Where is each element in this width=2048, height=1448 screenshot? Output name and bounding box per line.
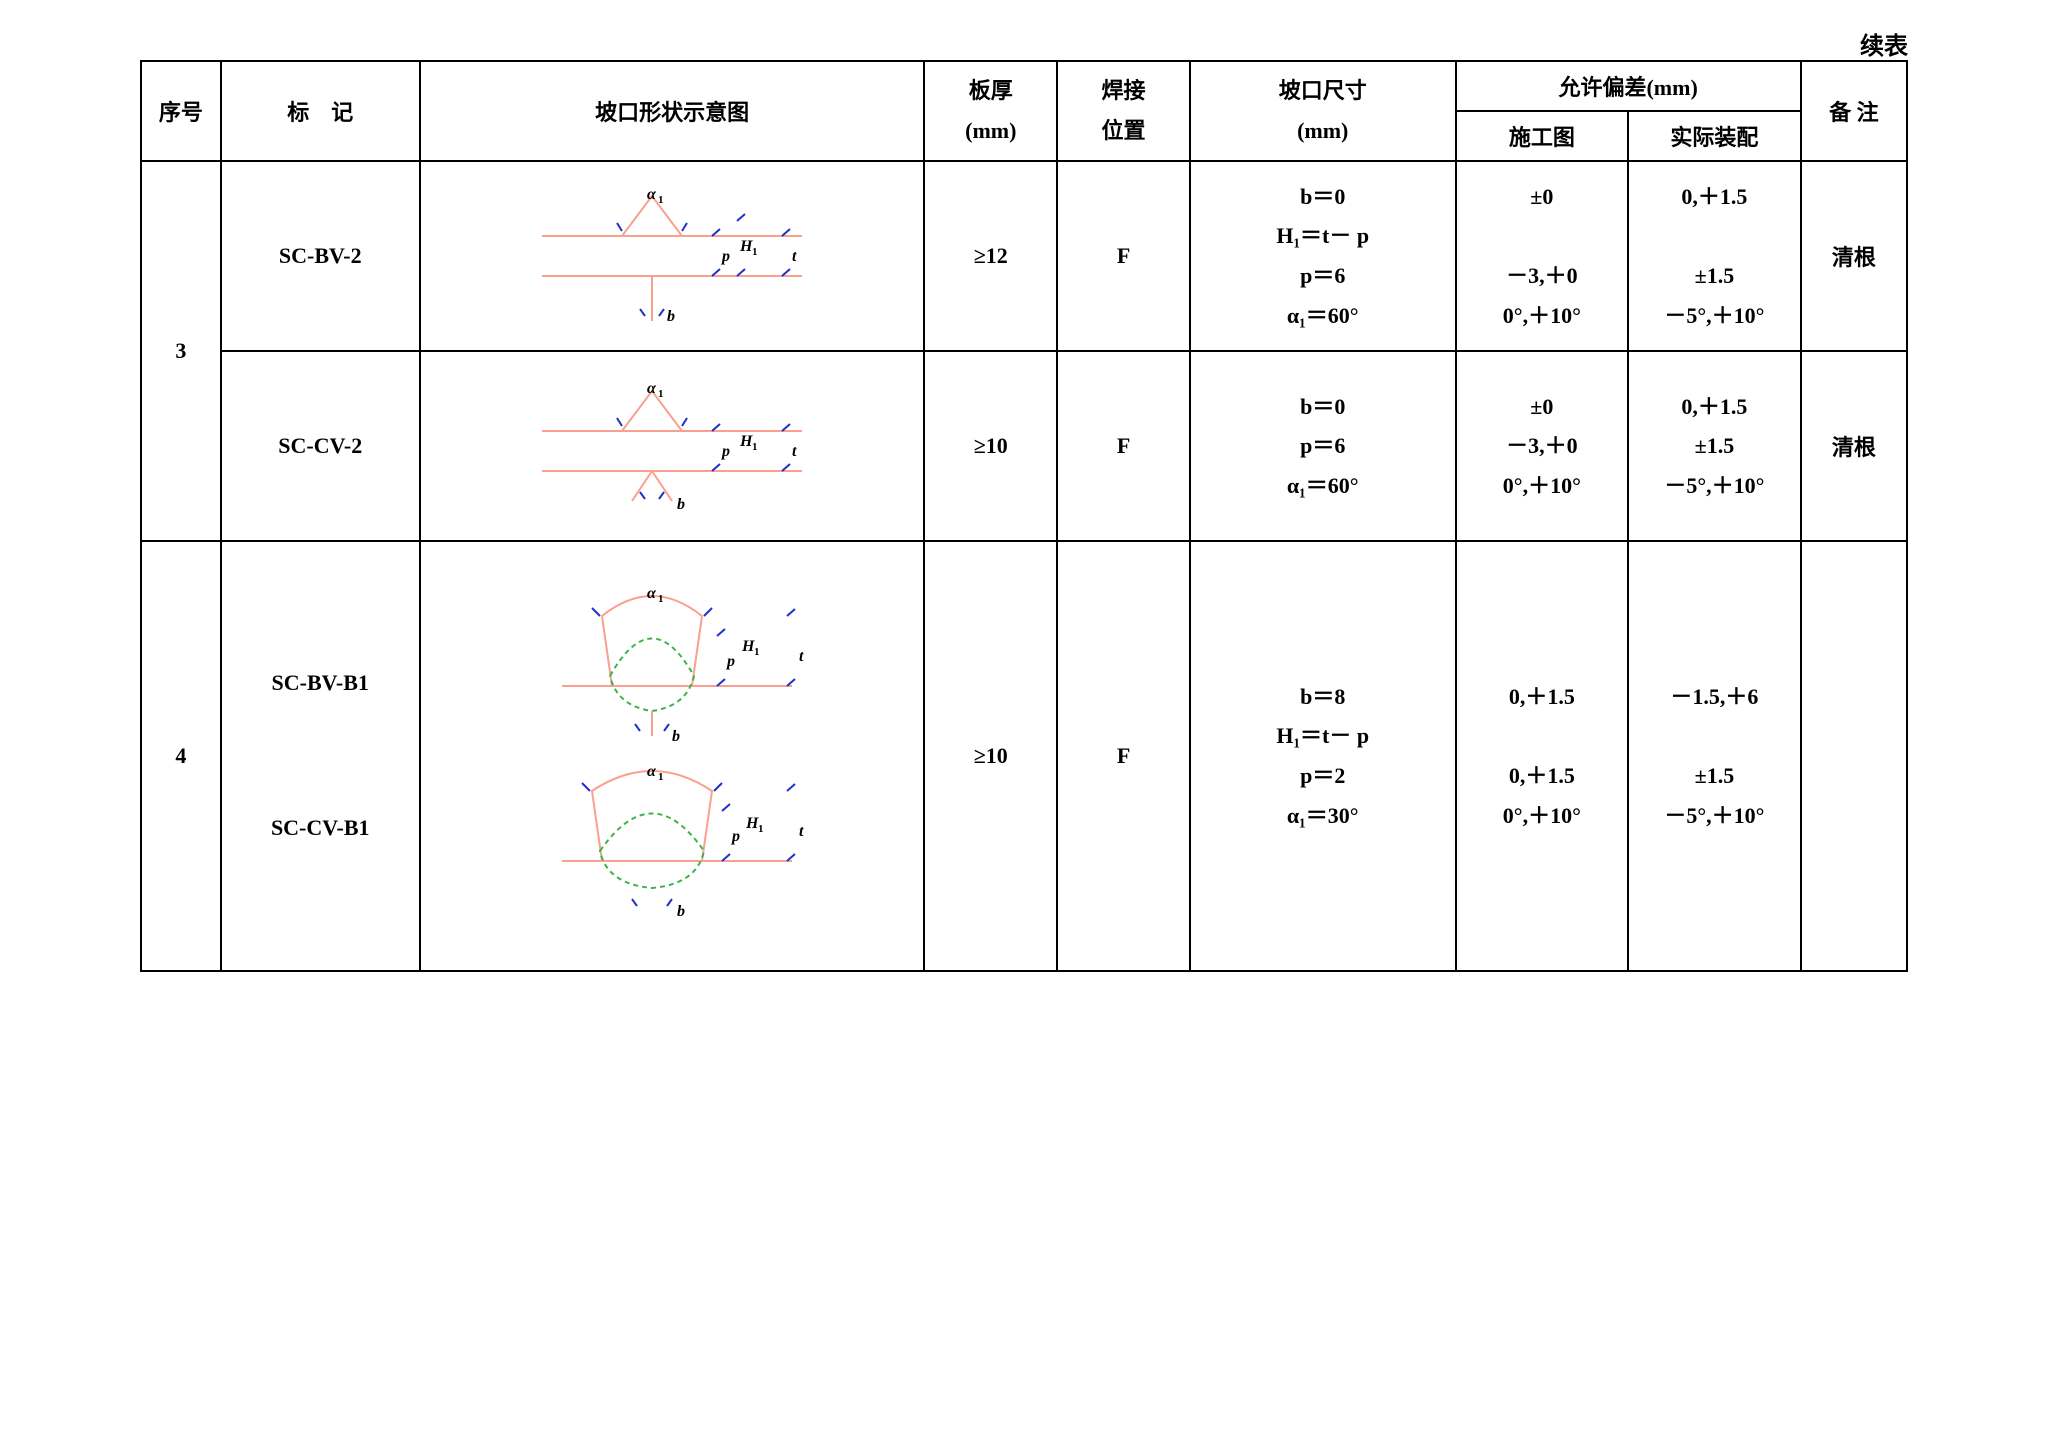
thickness-cell: ≥10 — [924, 351, 1057, 541]
size-cell: b＝0H₁＝t－ pp＝6α₁＝60° — [1190, 161, 1456, 351]
col-tolerance: 允许偏差(mm) — [1456, 61, 1801, 111]
svg-text:1: 1 — [658, 194, 664, 206]
svg-text:1: 1 — [758, 823, 764, 835]
svg-text:b: b — [677, 903, 685, 920]
col-mark: 标 记 — [221, 61, 420, 161]
svg-text:1: 1 — [752, 441, 758, 453]
svg-text:α: α — [647, 380, 657, 397]
col-tol-actual: 实际装配 — [1628, 111, 1801, 161]
size-cell: b＝8H₁＝t－ pp＝2α₁＝30° — [1190, 541, 1456, 971]
pos-cell: F — [1057, 541, 1190, 971]
groove-diagram: α1 p H1 t b — [502, 181, 842, 331]
groove-diagram-upper: α1 p H1 t b — [502, 576, 842, 756]
tol-plan-cell: 0,＋1.5 0,＋1.50°,＋10° — [1456, 541, 1629, 971]
tol-actual-cell: －1.5,＋6 ±1.5－5°,＋10° — [1628, 541, 1801, 971]
mark-cell: SC-CV-2 — [221, 351, 420, 541]
svg-text:t: t — [799, 648, 804, 665]
table-row: SC-CV-2 α1 p H1 t b — [141, 351, 1907, 541]
svg-text:α: α — [647, 763, 657, 780]
col-weldpos: 焊接位置 — [1057, 61, 1190, 161]
seq-cell: 3 — [141, 161, 221, 541]
mark-cell: SC-BV-B1 SC-CV-B1 — [221, 541, 420, 971]
tol-plan-cell: ±0 －3,＋00°,＋10° — [1456, 161, 1629, 351]
diagram-cell: α1 p H1 t b — [420, 161, 925, 351]
thickness-cell: ≥10 — [924, 541, 1057, 971]
svg-text:1: 1 — [754, 646, 760, 658]
table-row: 4 SC-BV-B1 SC-CV-B1 α1 p H1 — [141, 541, 1907, 971]
svg-text:H: H — [739, 238, 753, 255]
diagram-cell: α1 p H1 t b α1 — [420, 541, 925, 971]
svg-text:t: t — [792, 248, 797, 265]
svg-text:H: H — [745, 815, 759, 832]
groove-spec-table: 序号 标 记 坡口形状示意图 板厚(mm) 焊接位置 坡口尺寸(mm) 允许偏差… — [140, 60, 1908, 972]
svg-text:1: 1 — [752, 246, 758, 258]
svg-text:p: p — [725, 653, 735, 670]
pos-cell: F — [1057, 161, 1190, 351]
svg-text:1: 1 — [658, 388, 664, 400]
svg-text:b: b — [667, 308, 675, 325]
thickness-cell: ≥12 — [924, 161, 1057, 351]
col-seq: 序号 — [141, 61, 221, 161]
col-thickness: 板厚(mm) — [924, 61, 1057, 161]
svg-text:H: H — [739, 433, 753, 450]
groove-diagram-lower: α1 p H1 t b — [502, 756, 842, 936]
svg-text:p: p — [720, 248, 730, 265]
svg-text:α: α — [647, 186, 657, 203]
svg-text:1: 1 — [658, 593, 664, 605]
svg-text:p: p — [720, 443, 730, 460]
table-header: 序号 标 记 坡口形状示意图 板厚(mm) 焊接位置 坡口尺寸(mm) 允许偏差… — [141, 61, 1907, 161]
seq-cell: 4 — [141, 541, 221, 971]
size-cell: b＝0p＝6α₁＝60° — [1190, 351, 1456, 541]
tol-actual-cell: 0,＋1.5±1.5－5°,＋10° — [1628, 351, 1801, 541]
svg-text:H: H — [741, 638, 755, 655]
note-cell: 清根 — [1801, 161, 1907, 351]
tol-actual-cell: 0,＋1.5 ±1.5－5°,＋10° — [1628, 161, 1801, 351]
diagram-cell: α1 p H1 t b — [420, 351, 925, 541]
continued-label: 续表 — [1860, 26, 1908, 61]
note-cell — [1801, 541, 1907, 971]
svg-text:t: t — [799, 823, 804, 840]
col-size: 坡口尺寸(mm) — [1190, 61, 1456, 161]
svg-text:α: α — [647, 585, 657, 602]
col-tol-plan: 施工图 — [1456, 111, 1629, 161]
groove-diagram: α1 p H1 t b — [502, 371, 842, 521]
col-diagram: 坡口形状示意图 — [420, 61, 925, 161]
pos-cell: F — [1057, 351, 1190, 541]
svg-text:p: p — [730, 828, 740, 845]
tol-plan-cell: ±0－3,＋00°,＋10° — [1456, 351, 1629, 541]
svg-text:1: 1 — [658, 771, 664, 783]
svg-text:t: t — [792, 443, 797, 460]
svg-text:b: b — [677, 496, 685, 513]
note-cell: 清根 — [1801, 351, 1907, 541]
mark-cell: SC-BV-2 — [221, 161, 420, 351]
col-note: 备 注 — [1801, 61, 1907, 161]
table-row: 3 SC-BV-2 α1 p H1 — [141, 161, 1907, 351]
svg-text:b: b — [672, 728, 680, 745]
